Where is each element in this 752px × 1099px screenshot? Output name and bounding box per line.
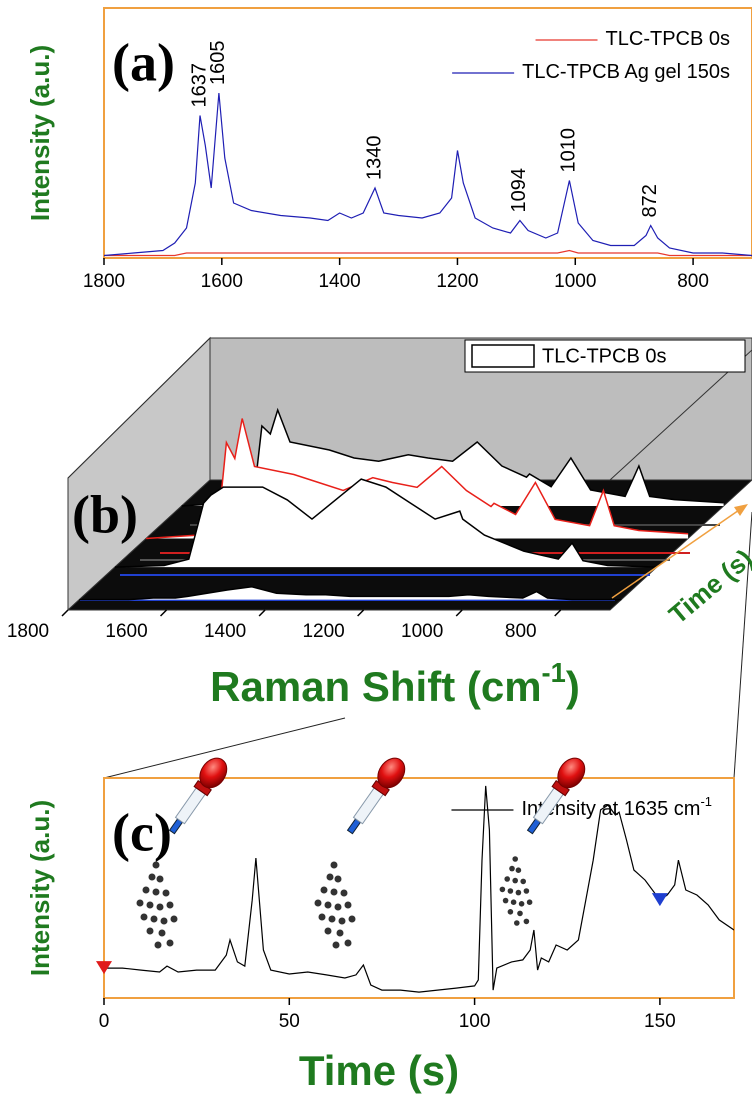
text-part: Raman Shift (cm xyxy=(210,663,541,710)
waterfall-plot xyxy=(79,407,724,601)
zoom-connector xyxy=(733,511,752,779)
superscript: -1 xyxy=(542,657,566,688)
legend-label: TLC-TPCB Ag gel 150s xyxy=(522,61,730,83)
line-panel: 1800 1600 1400 1200 1000 800 Intensity (a.u.) T… xyxy=(25,7,752,292)
x-tick-label: 50 xyxy=(279,1011,300,1032)
spectrum-line xyxy=(146,418,689,540)
peak-label: 1010 xyxy=(558,128,580,173)
dropper-icon xyxy=(161,752,233,840)
line-panel: 0 50 100 150 Intensity (a.u.) Time (s) Intensi… xyxy=(25,777,735,1094)
box-edge xyxy=(67,337,752,479)
zoom-connector xyxy=(103,717,346,779)
x-tick-label: 150 xyxy=(644,1011,676,1032)
data-line xyxy=(104,785,734,993)
spectrum-line xyxy=(79,586,622,601)
droplets-icon xyxy=(499,856,533,926)
droplets-icon xyxy=(314,861,356,949)
x-tick-label: 800 xyxy=(505,621,537,642)
droplets-icon xyxy=(136,861,178,949)
x-tick-label: 1000 xyxy=(401,621,443,642)
x-tick xyxy=(455,609,463,617)
depth-axis-title: Time (s) xyxy=(663,543,752,630)
x-tick-label: 1000 xyxy=(554,271,596,292)
text-part: TLC-TPCB Ag gel 150s xyxy=(522,61,730,83)
plot-frame xyxy=(103,7,752,259)
legend-label: Intensity at 1635 cm-1 xyxy=(521,794,712,820)
peak-label: 1605 xyxy=(207,41,229,86)
x-tick xyxy=(61,609,69,617)
x-tick-label: 1800 xyxy=(7,621,49,642)
x-tick-label: 1200 xyxy=(302,621,344,642)
spectrum-area xyxy=(114,479,657,568)
text-part: ) xyxy=(566,663,580,710)
x-tick-label: 1200 xyxy=(436,271,478,292)
x-tick-label: 1400 xyxy=(204,621,246,642)
depth-arrowhead xyxy=(734,504,748,516)
peak-label: 1637 xyxy=(188,63,210,108)
y-axis-title: Intensity (a.u.) xyxy=(25,800,55,976)
legend-swatch xyxy=(471,344,535,368)
dropper-icon xyxy=(339,752,411,840)
x-tick-label: 1400 xyxy=(318,271,360,292)
plot-frame xyxy=(103,777,735,999)
event-marker xyxy=(96,961,112,975)
peak-label: 1340 xyxy=(363,136,385,181)
x-axis-title: Raman Shift (cm-1) xyxy=(210,657,580,710)
x-axis-title: Time (s) xyxy=(299,1047,459,1094)
spectrum-line xyxy=(114,478,657,568)
data-line xyxy=(104,92,752,257)
panel-label: (b) xyxy=(72,484,138,544)
plot-area xyxy=(104,785,734,993)
legend-label: TLC-TPCB 0s xyxy=(606,28,730,50)
x-tick-label: 1600 xyxy=(201,271,243,292)
text-part: Intensity at 1635 cm xyxy=(521,798,700,820)
depth-axis xyxy=(611,507,743,599)
plot-area xyxy=(104,92,752,257)
data-line xyxy=(104,249,752,257)
x-tick-label: 100 xyxy=(459,1011,491,1032)
x-tick-label: 1600 xyxy=(105,621,147,642)
x-tick-label: 800 xyxy=(677,271,709,292)
superscript: -1 xyxy=(700,794,712,809)
x-tick-label: 0 xyxy=(99,1011,110,1032)
x-tick xyxy=(258,609,266,617)
spectrum-line xyxy=(181,407,724,507)
x-tick xyxy=(554,609,562,617)
legend-label: TLC-TPCB 0s xyxy=(542,345,666,367)
x-tick xyxy=(357,609,365,617)
peak-label: 1094 xyxy=(508,168,530,213)
panel-label: (a) xyxy=(112,32,175,92)
event-marker xyxy=(651,893,668,907)
y-axis-title: Intensity (a.u.) xyxy=(25,45,55,221)
x-tick xyxy=(160,609,168,617)
panel-label: (c) xyxy=(112,802,172,862)
peak-label: 872 xyxy=(639,184,661,217)
dropper-icon xyxy=(519,752,591,840)
text-part: TLC-TPCB 0s xyxy=(606,28,730,50)
x-tick-label: 1800 xyxy=(83,271,125,292)
